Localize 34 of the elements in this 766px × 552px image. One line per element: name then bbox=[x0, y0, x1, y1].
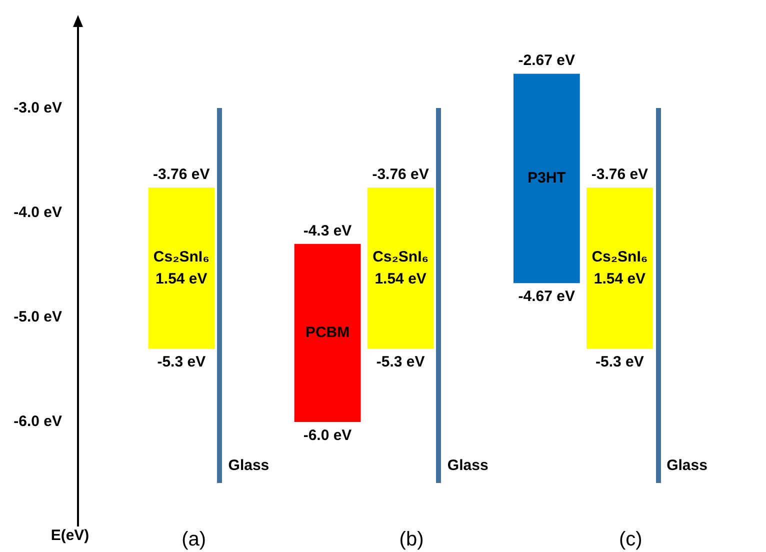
x-tick-label: Cs₂SnI₆ bbox=[372, 248, 429, 266]
annotation: -3.76 eV bbox=[591, 166, 648, 183]
annotation: -5.3 eV bbox=[157, 354, 206, 371]
text: (c) bbox=[619, 528, 642, 551]
annotation: -5.3 eV bbox=[596, 354, 644, 371]
bar bbox=[294, 244, 361, 422]
text: Glass bbox=[666, 457, 708, 474]
y-tick-label: -5.0 eV bbox=[14, 308, 62, 326]
annotation: -6.0 eV bbox=[303, 426, 352, 444]
annotation: -2.67 eV bbox=[518, 52, 576, 70]
data-label: 1.54 eV bbox=[156, 270, 208, 288]
x-tick-label: Cs₂SnI₆ bbox=[592, 248, 648, 266]
annotation: -5.3 eV bbox=[376, 354, 425, 371]
y-tick-label: -6.0 eV bbox=[14, 412, 62, 430]
x-tick-label: PCBM bbox=[305, 324, 350, 342]
annotation: -3.76 eV bbox=[372, 166, 429, 183]
y-axis-title: E(eV) bbox=[50, 527, 90, 544]
bar bbox=[513, 74, 580, 284]
annotation: -4.67 eV bbox=[518, 288, 576, 305]
data-label: 1.54 eV bbox=[374, 270, 426, 288]
annotation: Glass bbox=[228, 457, 270, 474]
annotation: Glass bbox=[447, 457, 488, 474]
bar bbox=[148, 187, 215, 349]
y-tick-label: -4.0 eV bbox=[14, 204, 62, 222]
bar bbox=[367, 187, 434, 349]
text: (b) bbox=[399, 528, 424, 551]
annotation: -3.76 eV bbox=[153, 166, 210, 183]
x-tick-label: Cs₂SnI₆ bbox=[153, 248, 210, 266]
data-label: 1.54 eV bbox=[594, 270, 646, 288]
annotation: -4.3 eV bbox=[303, 222, 352, 240]
y-tick-label: -3.0 eV bbox=[14, 100, 62, 117]
x-tick-label: P3HT bbox=[527, 170, 566, 187]
bar bbox=[586, 187, 653, 349]
text: (a) bbox=[182, 528, 206, 551]
